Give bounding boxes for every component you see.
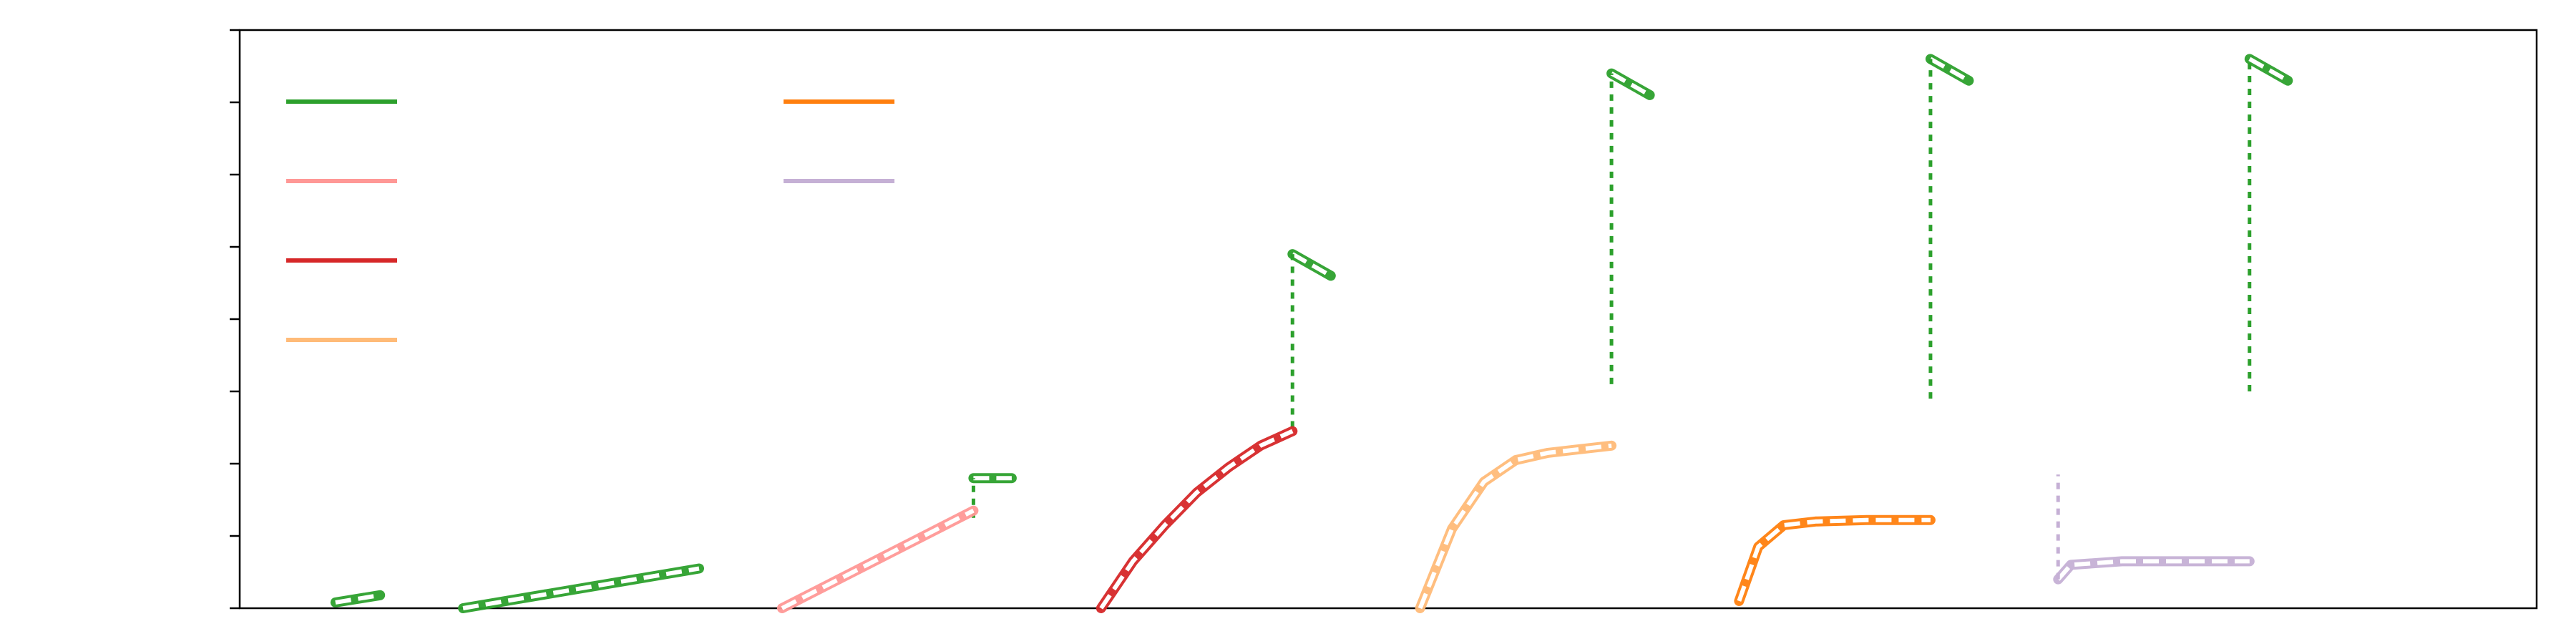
series-2 bbox=[776, 505, 979, 613]
series-5-band-1 bbox=[1734, 514, 1936, 606]
series-4-band-1 bbox=[1415, 440, 1617, 613]
series-1-line-1 bbox=[335, 592, 381, 605]
series-1 bbox=[330, 54, 2293, 613]
series-1-line-7 bbox=[2248, 57, 2289, 83]
series-6-line-1 bbox=[2057, 559, 2250, 581]
series-2-line-1 bbox=[781, 508, 975, 610]
series-3-band-1 bbox=[1096, 426, 1298, 613]
series-3-line-1 bbox=[1099, 429, 1294, 610]
series-4 bbox=[1415, 440, 1617, 613]
legend bbox=[286, 99, 894, 342]
axes-layer bbox=[230, 29, 2538, 610]
series-5 bbox=[1734, 514, 1936, 606]
series-6 bbox=[2053, 474, 2255, 585]
series-1-line-4 bbox=[1291, 252, 1332, 278]
series-layer bbox=[330, 54, 2293, 613]
series-1-line-5 bbox=[1610, 71, 1652, 97]
plot-frame bbox=[238, 29, 2538, 610]
series-1-line-6 bbox=[1929, 57, 1970, 83]
series-5-line-1 bbox=[1737, 517, 1931, 602]
series-3 bbox=[1096, 426, 1298, 613]
series-1-line-2 bbox=[462, 566, 700, 610]
